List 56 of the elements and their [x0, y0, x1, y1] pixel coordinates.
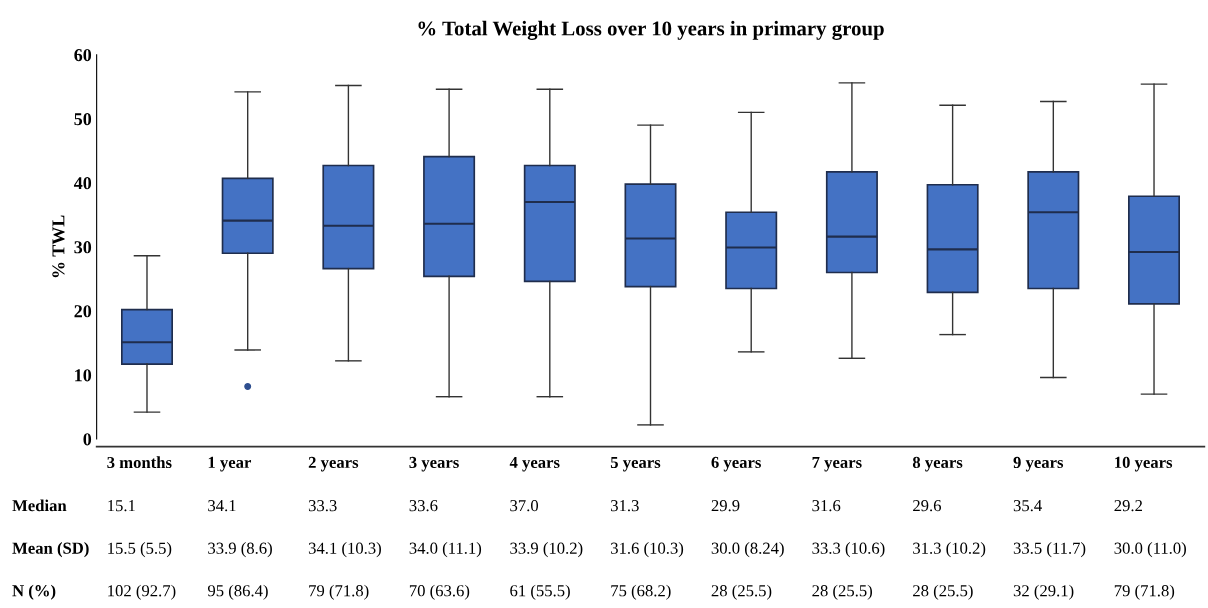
text: 33.5 (11.7)	[1013, 542, 1086, 558]
text: 70 (63.6)	[409, 584, 470, 600]
text: 95 (86.4)	[207, 584, 268, 600]
y-tick-label: 20	[74, 305, 92, 318]
text: 31.3	[611, 500, 639, 512]
text: Median	[12, 499, 67, 512]
y-tick-label: 10	[75, 369, 92, 382]
text: 32 (29.1)	[1013, 584, 1074, 600]
text: 28 (25.5)	[711, 584, 772, 600]
text: 29.2	[1114, 500, 1142, 512]
text: 28 (25.5)	[913, 584, 973, 600]
text: 79 (71.8)	[309, 584, 369, 600]
x-tick-label: 3 months	[107, 456, 172, 469]
y-axis-title: % TWL	[52, 215, 65, 278]
text: 35.4	[1013, 500, 1042, 512]
text: 61 (55.5)	[510, 584, 570, 600]
x-tick-label: 1 year	[208, 456, 252, 472]
text: 33.3 (10.6)	[812, 542, 885, 558]
text: 33.6	[409, 500, 438, 512]
y-tick-label: 50	[74, 113, 92, 126]
x-tick-label: 2 years	[308, 456, 359, 472]
text: 29.6	[913, 500, 942, 512]
x-tick-label: 8 years	[912, 456, 963, 472]
text: 33.3	[308, 500, 337, 512]
text: 102 (92.7)	[108, 584, 176, 600]
text: 31.3 (10.2)	[913, 542, 986, 558]
text: 15.1	[108, 500, 135, 512]
chart-title: % Total Weight Loss over 10 years in primary group	[418, 20, 884, 40]
text: 79 (71.8)	[1114, 584, 1175, 600]
text: 29.9	[711, 500, 740, 512]
text: 28 (25.5)	[812, 584, 872, 600]
y-tick-label: 0	[83, 433, 92, 446]
text: 33.9 (8.6)	[208, 542, 272, 558]
text: 34.1 (10.3)	[308, 542, 381, 558]
text: 31.6 (10.3)	[611, 542, 684, 558]
x-tick-label: 7 years	[812, 456, 862, 472]
text: N (%)	[12, 584, 56, 600]
x-tick-label: 5 years	[610, 456, 661, 472]
y-tick-label: 40	[73, 177, 92, 190]
x-tick-label: 10 years	[1115, 456, 1173, 472]
text: Mean (SD)	[12, 542, 89, 558]
text: 30.0 (11.0)	[1114, 542, 1186, 558]
text: 37.0	[510, 500, 539, 512]
y-tick-label: 60	[74, 48, 92, 62]
text: 33.9 (10.2)	[510, 542, 583, 558]
text: 34.0 (11.1)	[409, 542, 482, 558]
x-tick-label: 9 years	[1013, 456, 1064, 472]
text: 34.1	[208, 500, 236, 512]
text: 31.6	[812, 500, 841, 512]
y-tick-label: 30	[74, 241, 92, 254]
text: 15.5 (5.5)	[108, 542, 172, 558]
x-tick-label: 6 years	[711, 456, 761, 472]
x-tick-label: 3 years	[409, 456, 459, 472]
x-tick-label: 4 years	[509, 456, 560, 472]
text: 75 (68.2)	[611, 584, 671, 600]
text: 30.0 (8.24)	[711, 542, 784, 558]
